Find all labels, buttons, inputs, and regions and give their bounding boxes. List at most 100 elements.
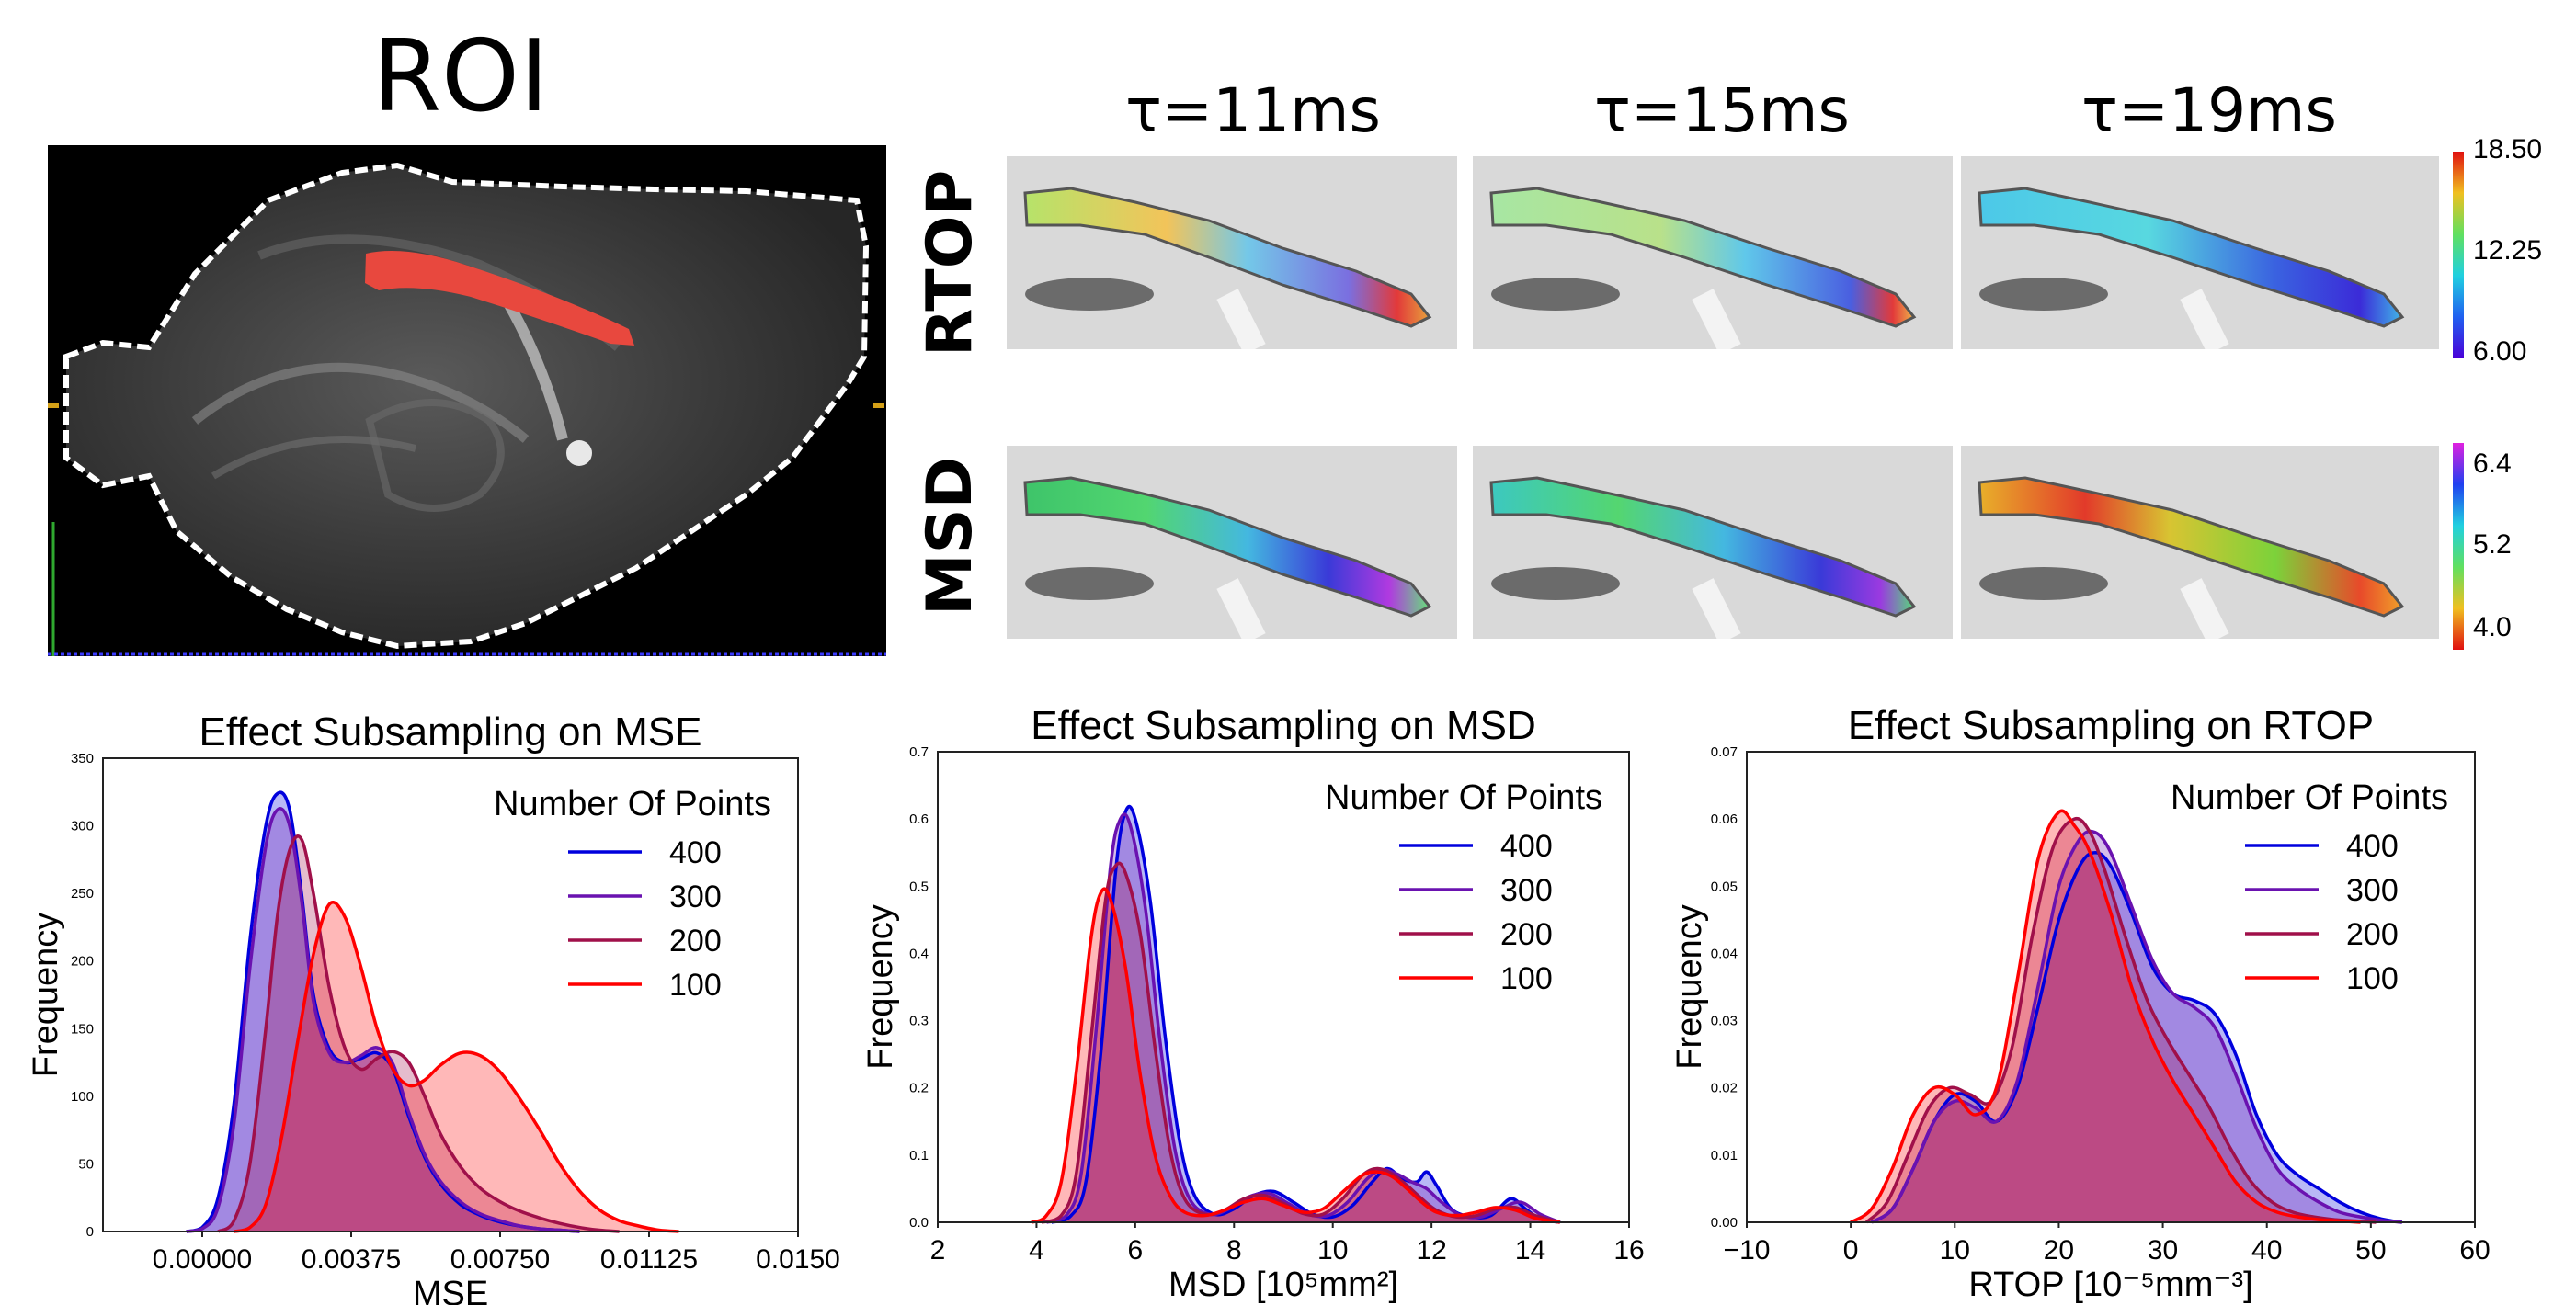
mse-xtick-label: 0.01125 — [600, 1244, 698, 1275]
rtop-density-chart: Effect Subsampling on RTOP −10 0 10 20 30 40 50… — [1670, 703, 2491, 1304]
msd-xtick-label: 10 — [1317, 1235, 1348, 1265]
rtop-line-200 — [1864, 816, 2377, 1224]
mse-ylabel: Frequency — [27, 913, 65, 1078]
msd-plot-frame — [937, 751, 1630, 1223]
rtop-legend-label-100: 100 — [2346, 961, 2399, 996]
mse-xtick-label: 0.0150 — [756, 1244, 840, 1275]
rtop-map-tau-11 — [1007, 156, 1457, 349]
msd-xtick-label: 8 — [1226, 1235, 1242, 1265]
rtop-area-300 — [1871, 831, 2402, 1222]
msd-xlabel: MSD [10⁵mm²] — [1168, 1265, 1398, 1304]
rtop-ytick-label: 0.07 — [1711, 744, 1738, 760]
rtop-xlabel: RTOP [10⁻⁵mm⁻³] — [1968, 1265, 2252, 1304]
column-title-tau-19: τ=19ms — [2081, 75, 2337, 146]
rtop-ytick-label: 0.02 — [1711, 1081, 1738, 1096]
mse-area-100 — [234, 902, 679, 1231]
rtop-ytick-label: 0.01 — [1711, 1148, 1738, 1163]
rtop-xtick-label: 20 — [2044, 1235, 2074, 1265]
msd-colorbar-tick-max: 6.4 — [2473, 448, 2512, 479]
msd-line-100 — [1031, 887, 1561, 1224]
rtop-ytick-label: 0.06 — [1711, 811, 1738, 827]
roi-title: ROI — [372, 19, 549, 134]
msd-map-tau-19 — [1961, 446, 2439, 639]
mse-ytick-label: 100 — [71, 1089, 94, 1105]
rtop-ytick-label: 0.00 — [1711, 1215, 1738, 1231]
mse-legend-label-300: 300 — [669, 879, 722, 914]
rtop-area-100 — [1851, 811, 2361, 1222]
mse-xlabel: MSE — [413, 1275, 488, 1305]
rtop-xtick-label: 40 — [2251, 1235, 2282, 1265]
rtop-xtick-label: 60 — [2459, 1235, 2490, 1265]
rtop-ylabel: Frequency — [1670, 904, 1709, 1070]
rtop-xtick-label: 10 — [1940, 1235, 1970, 1265]
msd-colorbar-tick-mid: 5.2 — [2473, 529, 2512, 560]
msd-ytick-label: 0.6 — [909, 811, 929, 827]
msd-ytick-label: 0.3 — [909, 1014, 929, 1029]
rtop-map-tau-15 — [1473, 156, 1953, 349]
mse-line-200 — [217, 834, 620, 1233]
mse-legend-title: Number Of Points — [494, 785, 771, 823]
msd-xtick-label: 12 — [1416, 1235, 1446, 1265]
msd-ytick-label: 0.1 — [909, 1148, 929, 1163]
rtop-legend-label-300: 300 — [2346, 873, 2399, 908]
mse-chart-title: Effect Subsampling on MSE — [199, 709, 701, 755]
msd-area-300 — [1046, 813, 1560, 1222]
rtop-line-100 — [1850, 809, 2361, 1224]
msd-density-chart: Effect Subsampling on MSD 2 4 6 8 10 12 14 16 0.0… — [861, 703, 1645, 1304]
msd-xtick-label: 4 — [1029, 1235, 1044, 1265]
rtop-line-400 — [1870, 850, 2403, 1224]
mse-density-chart: Effect Subsampling on MSE 0.00000 0.00375 0… — [27, 709, 840, 1305]
rtop-xtick-label: −10 — [1724, 1235, 1771, 1265]
row-label-rtop: RTOP — [914, 169, 986, 357]
roi-brain-image — [48, 145, 886, 656]
column-title-tau-15: τ=15ms — [1594, 75, 1850, 146]
msd-area-400 — [1051, 806, 1560, 1222]
mse-ytick-label: 350 — [71, 751, 94, 766]
msd-xtick-label: 6 — [1128, 1235, 1144, 1265]
msd-legend-label-100: 100 — [1500, 961, 1553, 996]
rtop-legend-title: Number Of Points — [2171, 778, 2448, 817]
mse-plot-frame — [102, 757, 799, 1232]
rtop-xtick-label: 0 — [1843, 1235, 1859, 1265]
rtop-ytick-label: 0.03 — [1711, 1014, 1738, 1029]
rtop-colorbar-tick-max: 18.50 — [2473, 134, 2543, 165]
msd-ytick-label: 0.0 — [909, 1215, 929, 1231]
mse-ytick-label: 200 — [71, 954, 94, 970]
msd-legend-label-200: 200 — [1500, 917, 1553, 952]
rtop-xtick-label: 30 — [2148, 1235, 2178, 1265]
mse-line-100 — [234, 901, 679, 1233]
row-label-msd: MSD — [914, 456, 986, 616]
msd-ytick-label: 0.5 — [909, 879, 929, 894]
rtop-chart-title: Effect Subsampling on RTOP — [1848, 703, 2374, 748]
mse-xtick-label: 0.00000 — [153, 1244, 252, 1275]
mse-legend-label-100: 100 — [669, 968, 722, 1003]
msd-xtick-label: 16 — [1613, 1235, 1644, 1265]
mse-line-300 — [186, 807, 580, 1233]
rtop-legend-label-400: 400 — [2346, 829, 2399, 864]
rtop-map-tau-19 — [1961, 156, 2439, 349]
msd-ytick-label: 0.4 — [909, 946, 929, 961]
msd-line-300 — [1045, 812, 1561, 1224]
msd-ytick-label: 0.2 — [909, 1081, 929, 1096]
msd-ytick-label: 0.7 — [909, 744, 929, 760]
msd-chart-title: Effect Subsampling on MSD — [1031, 703, 1535, 748]
mse-legend-label-400: 400 — [669, 835, 722, 870]
mse-xtick-label: 0.00375 — [302, 1244, 401, 1275]
msd-colorbar — [2453, 443, 2464, 650]
mse-legend-label-200: 200 — [669, 924, 722, 959]
msd-colorbar-tick-min: 4.0 — [2473, 612, 2512, 642]
mse-ytick-label: 0 — [86, 1224, 94, 1240]
rtop-colorbar-tick-min: 6.00 — [2473, 336, 2527, 367]
msd-map-tau-11 — [1007, 446, 1457, 639]
mse-xtick-label: 0.00750 — [450, 1244, 550, 1275]
msd-legend-title: Number Of Points — [1325, 778, 1602, 817]
rtop-legend-label-200: 200 — [2346, 917, 2399, 952]
msd-legend-label-300: 300 — [1500, 873, 1553, 908]
msd-area-200 — [1041, 863, 1560, 1222]
rtop-colorbar-tick-mid: 12.25 — [2473, 235, 2543, 266]
mse-ytick-label: 250 — [71, 886, 94, 902]
msd-xtick-label: 2 — [930, 1235, 946, 1265]
rtop-ytick-label: 0.04 — [1711, 946, 1738, 961]
mse-ytick-label: 50 — [78, 1156, 94, 1172]
rtop-colorbar — [2453, 152, 2464, 358]
